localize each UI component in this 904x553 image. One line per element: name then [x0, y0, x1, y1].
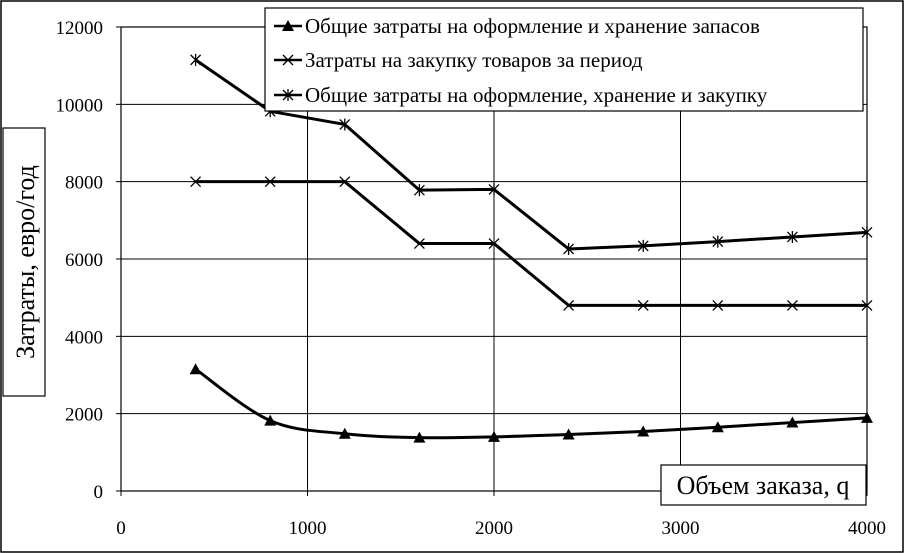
y-axis-title: Затраты, евро/год [2, 127, 46, 397]
y-tick-label: 0 [94, 482, 104, 503]
series-2-point [563, 242, 575, 255]
series-1-point [190, 176, 202, 188]
series-1-point [637, 299, 649, 311]
legend: Общие затраты на оформление и хранение з… [264, 7, 864, 112]
series-0-point [861, 411, 873, 423]
x-axis-title-box [660, 464, 867, 506]
legend-label-2: Общие затраты на оформление, хранение и … [305, 83, 768, 107]
x-axis-label: Объем заказа, q [677, 471, 850, 500]
series-2-point [712, 235, 724, 248]
series-1-point [413, 238, 425, 249]
series-0-point [711, 421, 724, 433]
series-0-point [488, 430, 500, 442]
series-2-point [190, 53, 202, 66]
legend-item-1: Затраты на закупку товаров за период [274, 48, 643, 72]
y-tick-label: 10000 [56, 95, 104, 116]
series-1-point [861, 299, 873, 311]
series-0-point [637, 425, 650, 437]
x-tick-label: 1000 [289, 518, 327, 539]
series-0-point [413, 431, 426, 443]
series-1-point [488, 238, 500, 249]
series-2-line [194, 58, 868, 251]
legend-x-marker [282, 54, 294, 66]
legend-box [264, 7, 864, 112]
legend-label-1: Затраты на закупку товаров за период [305, 48, 643, 72]
legend-item-0: Общие затраты на оформление и хранение з… [274, 14, 760, 38]
legend-item-2: Общие затраты на оформление, хранение и … [274, 83, 768, 107]
series-2-point [786, 230, 798, 243]
x-tick-label: 2000 [475, 518, 513, 539]
y-axis-title-box [2, 127, 46, 397]
series-0-point [189, 363, 202, 375]
legend-triangle-marker [282, 20, 294, 31]
series-2-point [413, 184, 425, 197]
y-axis-label: Затраты, евро/год [11, 165, 40, 359]
series-1-point [712, 299, 724, 311]
series-2-point [339, 118, 351, 131]
tick-labels: 0 2000 4000 6000 8000 10000 12000 0 1000 2000 3000… [56, 18, 887, 539]
series-0-line [194, 367, 868, 440]
series-0-point [562, 428, 575, 440]
series-1-line [195, 180, 867, 307]
series-2-point [488, 183, 500, 196]
series-1-point [264, 176, 276, 188]
x-tick-label: 3000 [662, 518, 700, 539]
y-tick-label: 4000 [65, 327, 103, 348]
y-tick-label: 12000 [56, 18, 104, 39]
legend-label-0: Общие затраты на оформление и хранение з… [305, 14, 760, 38]
x-tick-label: 4000 [848, 518, 886, 539]
y-tick-label: 8000 [65, 173, 103, 194]
legend-star-marker [282, 89, 294, 101]
x-axis-title: Объем заказа, q [660, 464, 867, 506]
x-tick-label: 0 [116, 518, 126, 539]
series-1-point [786, 299, 798, 311]
series-lines [189, 53, 873, 443]
series-0-point [264, 414, 277, 426]
series-0-point [338, 427, 351, 439]
y-tick-label: 6000 [65, 250, 103, 271]
series-0-point [786, 416, 799, 428]
series-2-point [861, 226, 873, 239]
y-tick-label: 2000 [65, 405, 103, 426]
series-1-point [339, 176, 351, 188]
series-1-point [563, 299, 575, 311]
series-2-point [637, 239, 649, 252]
